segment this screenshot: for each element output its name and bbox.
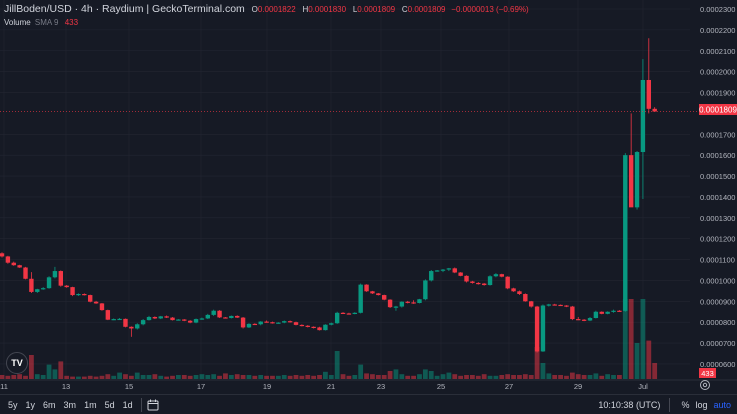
x-tick-label: 13 xyxy=(62,382,70,391)
ohlc-open: O0.0001822 xyxy=(251,5,296,14)
volume-bars xyxy=(0,299,658,379)
y-tick-label: 0.0000800 xyxy=(700,318,735,327)
y-tick-label: 0.0000700 xyxy=(700,339,735,348)
candlestick-chart[interactable]: 0.0002300 0.0002200 0.0002100 0.0002000 0.00… xyxy=(0,0,737,394)
x-tick-label: 27 xyxy=(505,382,513,391)
y-tick-label: 0.0001100 xyxy=(700,256,735,265)
range-6m-button[interactable]: 6m xyxy=(43,399,56,410)
y-tick-label: 0.0001500 xyxy=(700,172,735,181)
range-1y-button[interactable]: 1y xyxy=(25,399,36,410)
price-candles xyxy=(0,38,657,353)
svg-text:433: 433 xyxy=(701,369,714,378)
ohlc-low: L0.0001809 xyxy=(352,5,396,14)
y-tick-label: 0.0001200 xyxy=(700,235,735,244)
y-tick-label: 0.0001900 xyxy=(700,89,735,98)
auto-scale-toggle[interactable]: auto xyxy=(713,399,731,410)
x-tick-label: Jul xyxy=(638,382,648,391)
x-tick-label: 23 xyxy=(377,382,385,391)
y-tick-label: 0.0002000 xyxy=(700,68,735,77)
ohlc-close: C0.0001809 xyxy=(401,5,446,14)
range-5y-button[interactable]: 5y xyxy=(8,399,18,410)
x-tick-label: 25 xyxy=(437,382,445,391)
x-tick-label: 11 xyxy=(0,382,8,391)
right-controls: 10:10:38 (UTC) % log auto xyxy=(598,397,737,412)
y-tick-label: 0.0002300 xyxy=(700,5,735,14)
price-label-badge: 0.0001809 xyxy=(699,104,737,115)
range-1d-button[interactable]: 1d xyxy=(122,399,133,410)
y-tick-label: 0.0001300 xyxy=(700,214,735,223)
y-tick-label: 0.0001700 xyxy=(700,130,735,139)
range-3m-button[interactable]: 3m xyxy=(63,399,77,410)
symbol-title: JillBoden/USD · 4h · Raydium | GeckoTerm… xyxy=(4,3,245,15)
price-axis[interactable]: 0.0002300 0.0002200 0.0002100 0.0002000 0.00… xyxy=(700,5,735,369)
volume-label-badge: 433 xyxy=(699,368,716,378)
x-tick-label: 21 xyxy=(327,382,335,391)
y-tick-label: 0.0000600 xyxy=(700,360,735,369)
y-tick-label: 0.0001400 xyxy=(700,193,735,202)
chart-grid xyxy=(0,0,737,381)
y-tick-label: 0.0002100 xyxy=(700,47,735,56)
y-tick-label: 0.0002200 xyxy=(700,26,735,35)
time-axis[interactable]: 11 13 15 17 19 21 23 25 27 29 Jul xyxy=(0,382,648,391)
bottom-toolbar: 5y 1y 6m 3m 1m 5d 1d 10:10:38 (UTC) % lo… xyxy=(0,394,737,414)
y-tick-label: 0.0000900 xyxy=(700,297,735,306)
settings-gear-icon[interactable] xyxy=(699,379,711,391)
percent-scale-toggle[interactable]: % xyxy=(681,399,690,410)
price-change: −0.0000013 (−0.69%) xyxy=(451,5,529,14)
y-tick-label: 0.0001000 xyxy=(700,276,735,285)
range-1m-button[interactable]: 1m xyxy=(84,399,97,410)
divider xyxy=(140,397,142,412)
x-tick-label: 17 xyxy=(197,382,205,391)
y-tick-label: 0.0001600 xyxy=(700,151,735,160)
range-5d-button[interactable]: 5d xyxy=(104,399,115,410)
x-tick-label: 19 xyxy=(263,382,271,391)
log-scale-toggle[interactable]: log xyxy=(695,399,708,410)
x-tick-label: 29 xyxy=(574,382,582,391)
utc-clock[interactable]: 10:10:38 (UTC) xyxy=(598,399,661,410)
divider xyxy=(669,397,671,412)
calendar-goto-date-icon[interactable] xyxy=(147,399,159,411)
svg-text:0.0001809: 0.0001809 xyxy=(699,106,737,115)
x-tick-label: 15 xyxy=(125,382,133,391)
volume-legend[interactable]: Volume SMA 9 433 xyxy=(4,18,79,27)
chart-legend: JillBoden/USD · 4h · Raydium | GeckoTerm… xyxy=(4,3,529,15)
ohlc-high: H0.0001830 xyxy=(302,5,347,14)
tradingview-logo-icon[interactable]: TV xyxy=(6,352,28,374)
